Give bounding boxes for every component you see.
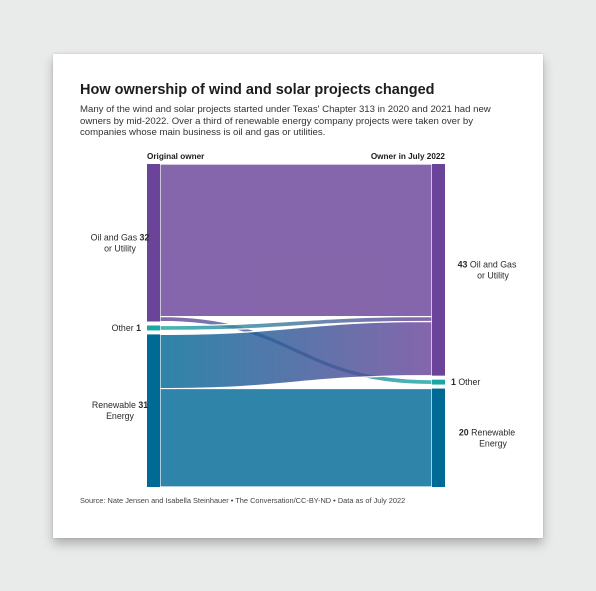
left-node-og bbox=[147, 164, 160, 322]
source-note: Source: Nate Jensen and Isabella Steinha… bbox=[80, 496, 406, 505]
right-label-other: 1 Other bbox=[451, 377, 480, 387]
left-node-other bbox=[147, 325, 160, 331]
chart-title: How ownership of wind and solar projects… bbox=[80, 82, 435, 98]
left-label-other: Other 1 bbox=[112, 323, 141, 333]
right-node-other bbox=[432, 379, 445, 385]
flow-re-to-og bbox=[159, 320, 433, 390]
right-label-re: 20 Renewable Energy bbox=[459, 427, 515, 448]
right-column-header: Owner in July 2022 bbox=[371, 152, 446, 161]
left-column-header: Original owner bbox=[147, 152, 205, 161]
right-label-og: 43 Oil and Gas or Utility bbox=[458, 259, 517, 280]
chart-subtitle: Many of the wind and solar projects star… bbox=[80, 104, 491, 139]
right-node-re bbox=[432, 388, 445, 487]
left-node-re bbox=[147, 334, 160, 487]
flows-group bbox=[159, 163, 433, 488]
left-label-og: Oil and Gas 32 or Utility bbox=[91, 232, 150, 253]
left-label-re: Renewable 31 Energy bbox=[92, 400, 148, 421]
right-node-og bbox=[432, 164, 445, 376]
chart-card: How ownership of wind and solar projects… bbox=[53, 54, 543, 538]
labels-group: Oil and Gas 32 or Utility Other 1 Renewable… bbox=[91, 232, 517, 448]
flow-re-to-re bbox=[159, 387, 433, 488]
sankey-chart: Original owner Owner in July 2022 Oil an… bbox=[91, 152, 517, 488]
nodes-group bbox=[147, 164, 445, 487]
flow-og-to-og bbox=[159, 163, 433, 318]
